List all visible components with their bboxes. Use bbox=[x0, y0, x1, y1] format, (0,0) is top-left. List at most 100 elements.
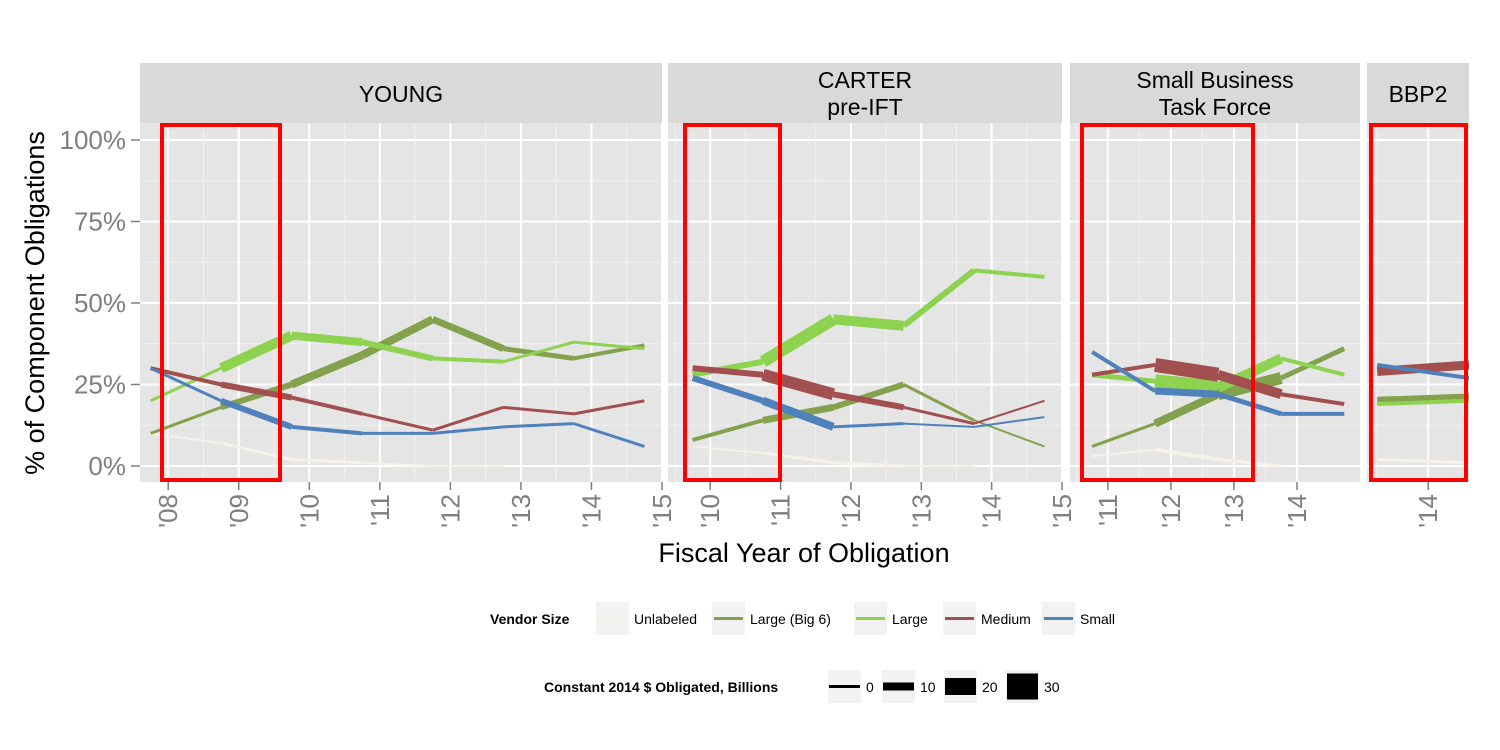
series-segment-unlabeled bbox=[833, 461, 904, 468]
series-segment-small bbox=[432, 425, 504, 435]
series-segment-small bbox=[573, 422, 645, 448]
y-axis-label: % of Component Obligations bbox=[20, 131, 50, 475]
series-segment-large bbox=[1091, 372, 1156, 384]
x-tick-label: '14 bbox=[1413, 494, 1443, 528]
facet-strip bbox=[140, 63, 662, 123]
series-segment-unlabeled bbox=[1154, 447, 1219, 462]
facet-title: BBP2 bbox=[1389, 81, 1448, 107]
series-segment-small bbox=[903, 422, 975, 428]
x-tick-label: '10 bbox=[294, 494, 324, 528]
series-segment-small bbox=[761, 397, 835, 431]
series-segment-large-big-6- bbox=[903, 383, 975, 422]
x-tick-label: '08 bbox=[153, 494, 183, 528]
series-segment-unlabeled bbox=[1377, 457, 1469, 465]
series-segment-small bbox=[1376, 362, 1469, 380]
series-segment-large-big-6- bbox=[1091, 422, 1156, 448]
legend-label: Unlabeled bbox=[634, 611, 697, 627]
series-segment-small bbox=[503, 422, 574, 429]
y-tick-label: 25% bbox=[74, 370, 126, 400]
facet-title: CARTER bbox=[818, 67, 912, 93]
series-segment-large bbox=[573, 340, 645, 351]
series-segment-medium bbox=[1280, 392, 1345, 407]
series-segment-medium bbox=[503, 405, 574, 416]
x-tick-label: '12 bbox=[836, 494, 866, 528]
series-segment-unlabeled bbox=[1217, 457, 1282, 468]
series-segment-medium bbox=[692, 365, 764, 378]
facet-title: Small Business bbox=[1136, 67, 1293, 93]
series-segment-medium bbox=[973, 399, 1045, 425]
series-group bbox=[691, 268, 1045, 468]
series-segment-unlabeled bbox=[1091, 448, 1156, 458]
x-tick-label: '11 bbox=[365, 494, 395, 526]
series-segment-large bbox=[759, 314, 837, 367]
series-segment-large bbox=[973, 268, 1045, 279]
x-tick-label: '10 bbox=[695, 494, 725, 528]
series-segment-large-big-6- bbox=[431, 316, 505, 352]
facet-strip bbox=[668, 63, 1062, 123]
size-legend-title: Constant 2014 $ Obligated, Billions bbox=[544, 679, 778, 695]
highlight-box bbox=[1080, 123, 1255, 482]
series-segment-medium bbox=[361, 412, 434, 432]
series-segment-small bbox=[1217, 391, 1282, 417]
facet-strip bbox=[1070, 63, 1360, 123]
series-segment-large bbox=[502, 340, 575, 364]
size-legend-label: 10 bbox=[920, 679, 936, 695]
series-segment-small bbox=[291, 424, 363, 436]
x-tick-label: '11 bbox=[1093, 494, 1123, 526]
size-legend-label: 20 bbox=[982, 679, 998, 695]
x-tick-label: '15 bbox=[647, 494, 677, 528]
series-segment-large-big-6- bbox=[692, 418, 764, 442]
highlight-box bbox=[1369, 123, 1468, 482]
legend-title: Vendor Size bbox=[490, 611, 570, 627]
y-tick-label: 100% bbox=[60, 125, 127, 155]
x-tick-label: '12 bbox=[435, 494, 465, 528]
series-segment-large bbox=[361, 339, 434, 362]
highlight-box bbox=[160, 123, 282, 482]
x-tick-label: '09 bbox=[224, 494, 254, 528]
series-segment-large-big-6- bbox=[290, 351, 364, 389]
series-segment-medium bbox=[291, 395, 363, 416]
legend-label: Large bbox=[892, 611, 928, 627]
x-axis-label: Fiscal Year of Obligation bbox=[658, 538, 949, 568]
series-segment-unlabeled bbox=[762, 451, 834, 465]
x-tick-label: '14 bbox=[977, 494, 1007, 528]
y-tick-label: 50% bbox=[74, 288, 126, 318]
series-segment-medium bbox=[1216, 369, 1283, 400]
x-tick-label: '13 bbox=[1219, 494, 1249, 528]
series-segment-small bbox=[1154, 387, 1219, 398]
series-segment-large bbox=[901, 268, 976, 329]
series-segment-medium bbox=[573, 399, 645, 416]
x-tick-label: '13 bbox=[906, 494, 936, 528]
series-segment-small bbox=[833, 422, 904, 429]
series-segment-unlabeled bbox=[362, 461, 433, 467]
series-segment-medium bbox=[1376, 360, 1469, 376]
series-segment-large bbox=[432, 356, 504, 364]
series-segment-medium bbox=[432, 405, 504, 432]
facet-strip bbox=[1367, 63, 1469, 123]
series-segment-large-big-6- bbox=[360, 315, 435, 359]
facet-title: YOUNG bbox=[359, 81, 443, 107]
legend-label: Small bbox=[1080, 611, 1115, 627]
series-segment-large-big-6- bbox=[832, 381, 905, 411]
series-segment-medium bbox=[832, 391, 905, 411]
facet-title: Task Force bbox=[1159, 94, 1271, 120]
series-segment-unlabeled bbox=[291, 457, 363, 465]
series-segment-large bbox=[291, 331, 363, 347]
series-segment-large-big-6- bbox=[502, 346, 575, 361]
series-segment-large bbox=[1377, 398, 1469, 407]
series-segment-large-big-6- bbox=[1377, 393, 1469, 405]
x-tick-label: '15 bbox=[1047, 494, 1077, 528]
series-segment-medium bbox=[1154, 358, 1220, 382]
series-segment-large-big-6- bbox=[1153, 390, 1220, 428]
x-tick-label: '14 bbox=[576, 494, 606, 528]
legend-label: Large (Big 6) bbox=[750, 611, 831, 627]
size-legend-label: 0 bbox=[866, 679, 874, 695]
series-segment-large-big-6- bbox=[1280, 346, 1346, 381]
series-segment-medium bbox=[761, 368, 835, 401]
series-segment-large bbox=[1280, 356, 1345, 377]
series-segment-large bbox=[1154, 374, 1219, 395]
series-segment-small bbox=[1091, 350, 1157, 393]
series-segment-large bbox=[692, 358, 764, 378]
